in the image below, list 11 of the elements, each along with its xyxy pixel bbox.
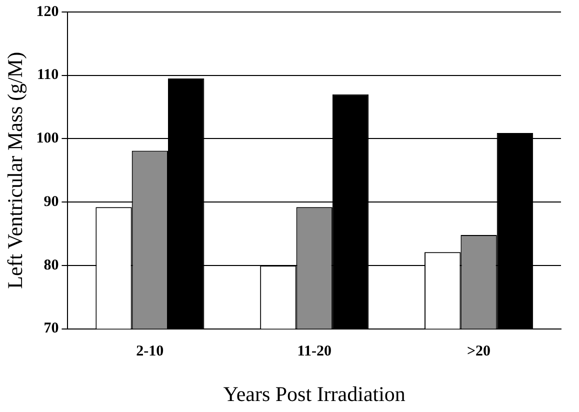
y-tick-label: 120 — [36, 4, 59, 20]
y-tick-label: 70 — [44, 320, 59, 337]
y-tick-label: 110 — [37, 67, 59, 84]
y-tick-label: 90 — [44, 194, 59, 210]
x-tick-label: 11-20 — [297, 344, 332, 360]
y-axis-title: Left Ventricular Mass (g/M) — [3, 52, 28, 289]
y-tick-label: 80 — [44, 257, 59, 274]
y-tick-label: 100 — [36, 130, 59, 147]
x-axis-title: Years Post Irradiation — [223, 382, 406, 406]
x-tick-label: >20 — [467, 344, 491, 360]
x-tick-label: 2-10 — [136, 344, 164, 360]
